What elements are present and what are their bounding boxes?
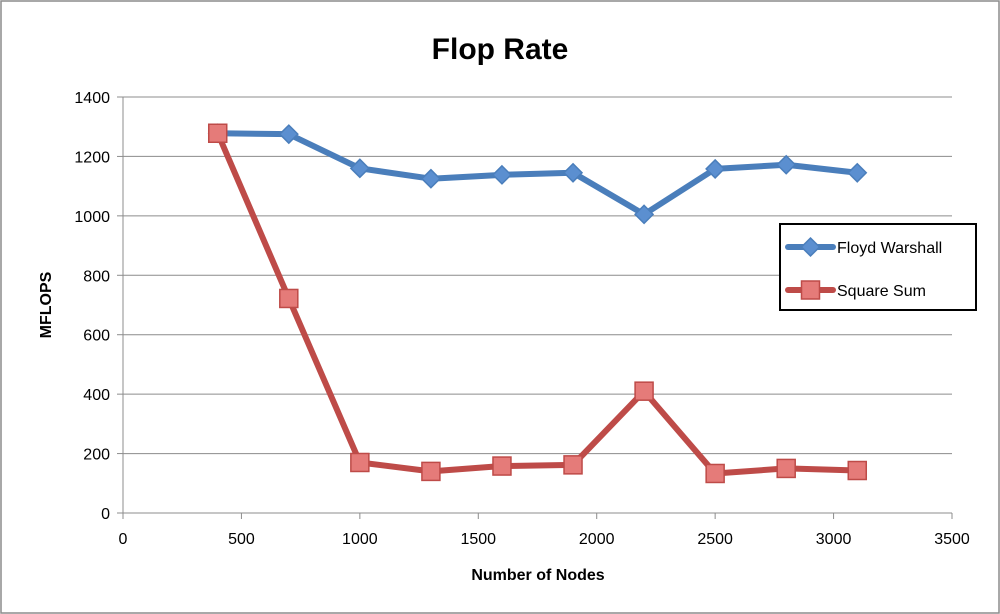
legend: Floyd Warshall Square Sum	[779, 223, 977, 311]
data-point-square-sum	[279, 288, 299, 309]
data-point-square-sum	[207, 123, 228, 144]
x-tick-label: 2500	[697, 531, 733, 548]
data-point-square-sum	[634, 381, 654, 401]
data-point-square-sum	[421, 461, 441, 482]
y-tick-label: 1400	[74, 90, 110, 107]
series-floyd-warshall	[207, 123, 868, 225]
series-line-square-sum	[214, 130, 861, 477]
legend-marker-floyd-warshall	[800, 236, 821, 258]
x-tick-label: 1000	[342, 531, 378, 548]
y-tick-label: 0	[101, 506, 110, 523]
x-tick-label: 0	[119, 531, 128, 548]
plot-area-series	[207, 123, 868, 484]
y-tick-label: 1000	[74, 209, 110, 226]
y-tick-label: 400	[83, 387, 110, 404]
data-point-square-sum	[776, 458, 796, 479]
data-point-floyd-warshall	[491, 164, 513, 185]
legend-label-floyd-warshall: Floyd Warshall	[837, 240, 942, 257]
x-tick-label: 3500	[934, 531, 970, 548]
data-point-square-sum	[350, 452, 370, 473]
data-point-floyd-warshall	[776, 154, 797, 175]
data-point-floyd-warshall	[349, 158, 370, 179]
data-point-square-sum	[563, 455, 583, 475]
x-tick-labels: 0 500 1000 1500 2000 2500 3000 3500	[119, 531, 970, 548]
x-axis-title: Number of Nodes	[471, 567, 604, 584]
y-tick-labels: 0 200 400 600 800 1000 1200 1400	[74, 90, 110, 523]
y-tick-label: 200	[83, 447, 110, 464]
chart-title: Flop Rate	[432, 33, 569, 66]
series-line-floyd-warshall	[214, 130, 861, 218]
data-point-square-sum	[492, 456, 512, 476]
x-tick-label: 3000	[816, 531, 852, 548]
data-point-square-sum	[847, 460, 868, 481]
data-point-floyd-warshall	[278, 124, 299, 145]
data-point-floyd-warshall	[634, 204, 655, 225]
x-tick-label: 1500	[460, 531, 496, 548]
data-point-floyd-warshall	[705, 158, 726, 179]
legend-label-square-sum: Square Sum	[837, 283, 926, 300]
gridlines	[123, 96, 952, 455]
y-tick-label: 800	[83, 268, 110, 285]
data-point-floyd-warshall	[847, 162, 868, 183]
series-square-sum	[207, 123, 868, 484]
y-tick-label: 1200	[74, 149, 110, 166]
axes	[117, 96, 953, 519]
legend-items: Floyd Warshall Square Sum	[785, 236, 942, 300]
x-tick-label: 2000	[579, 531, 615, 548]
y-tick-label: 600	[83, 328, 110, 345]
data-point-square-sum	[705, 463, 725, 484]
x-tick-label: 500	[228, 531, 255, 548]
data-point-floyd-warshall	[420, 168, 441, 189]
data-point-floyd-warshall	[562, 162, 584, 183]
y-axis-title: MFLOPS	[38, 271, 55, 338]
legend-marker-square-sum	[800, 280, 821, 300]
